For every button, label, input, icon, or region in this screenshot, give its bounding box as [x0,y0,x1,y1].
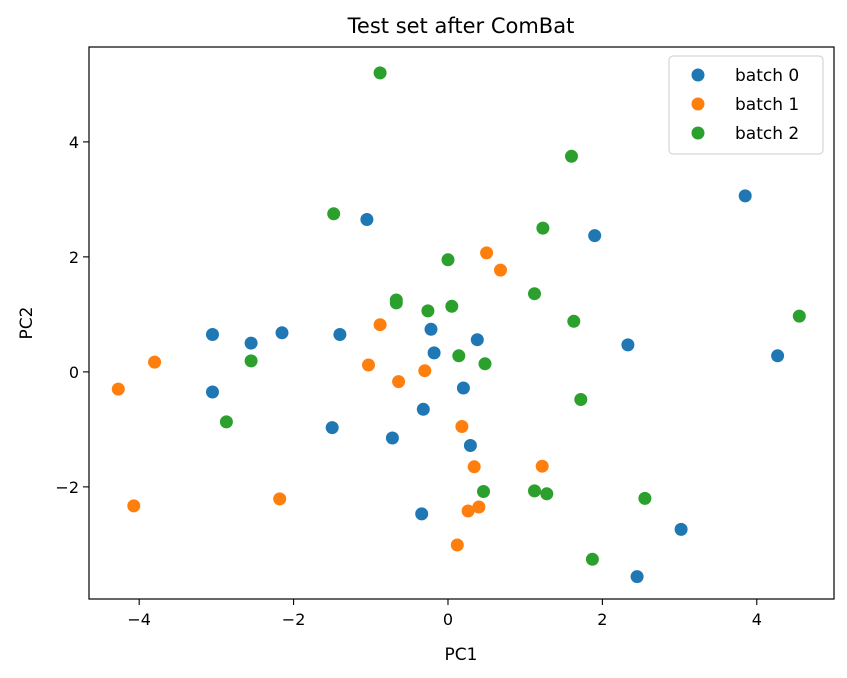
data-point-batch-0 [360,213,374,226]
data-point-batch-0 [470,333,484,347]
data-point-batch-0 [206,328,219,341]
data-point-batch-1 [373,318,387,332]
y-tick-label: 2 [69,248,79,267]
legend-marker-batch-1 [691,97,705,111]
data-point-batch-0 [588,229,602,243]
y-axis-ticks: −2 0 2 4 [55,133,89,497]
legend-box [668,55,824,155]
data-point-batch-1 [535,459,549,473]
data-point-batch-1 [472,500,486,514]
chart-title: Test set after ComBat [347,14,575,38]
data-point-batch-2 [373,66,387,80]
data-point-batch-1 [467,460,481,474]
data-point-batch-2 [528,484,541,498]
data-points [111,66,806,584]
x-tick-label: 0 [443,610,453,629]
data-point-batch-1 [392,375,406,389]
x-axis-label: PC1 [445,645,478,665]
y-tick-label: 4 [69,133,79,152]
data-point-batch-0 [415,507,429,521]
data-point-batch-2 [574,393,588,406]
data-point-batch-1 [494,263,507,277]
data-point-batch-0 [385,431,399,445]
y-tick-label: −2 [55,478,79,497]
data-point-batch-0 [674,522,688,536]
data-point-batch-2 [421,304,435,318]
data-point-batch-2 [528,287,541,301]
data-point-batch-1 [127,499,141,513]
data-point-batch-1 [455,420,469,433]
data-point-batch-1 [418,364,432,378]
data-point-batch-1 [148,355,162,369]
y-axis-label: PC2 [17,307,37,340]
data-point-batch-1 [480,246,494,260]
x-axis-ticks: −4 −2 0 2 4 [127,599,762,629]
data-point-batch-0 [244,336,258,350]
data-point-batch-0 [456,381,470,395]
plot-frame [88,46,835,600]
data-point-batch-1 [111,382,125,396]
data-point-batch-0 [424,322,438,336]
data-point-batch-0 [206,385,219,399]
data-point-batch-1 [273,492,287,506]
data-point-batch-2 [792,309,806,323]
legend-label-batch-1: batch 1 [735,95,799,115]
data-point-batch-2 [567,314,581,328]
legend-label-batch-0: batch 0 [735,66,799,86]
legend-marker-batch-0 [691,68,705,82]
data-point-batch-0 [325,421,339,435]
data-point-batch-2 [389,296,403,310]
x-tick-label: 2 [597,610,607,629]
y-tick-label: 0 [69,363,79,382]
data-point-batch-2 [585,552,599,566]
data-point-batch-2 [327,207,341,221]
data-point-batch-2 [638,491,652,505]
data-point-batch-0 [333,328,347,341]
data-point-batch-2 [540,487,554,501]
data-point-batch-1 [461,504,475,518]
data-point-batch-2 [536,221,550,235]
data-point-batch-2 [478,357,492,371]
data-point-batch-1 [450,538,464,552]
legend: batch 0 batch 1 batch 2 [668,55,824,155]
data-point-batch-2 [445,299,459,313]
legend-label-batch-2: batch 2 [735,124,799,144]
data-point-batch-0 [416,402,430,416]
data-point-batch-0 [621,338,635,352]
x-tick-label: 4 [752,610,762,629]
data-point-batch-2 [452,349,466,363]
data-point-batch-2 [477,485,490,498]
data-point-batch-0 [738,189,752,203]
data-point-batch-0 [771,349,785,363]
data-point-batch-2 [244,354,258,368]
data-point-batch-2 [441,253,455,267]
data-point-batch-2 [565,149,578,163]
data-point-batch-1 [362,358,375,372]
x-tick-label: −2 [282,610,306,629]
data-point-batch-2 [219,415,233,429]
legend-marker-batch-2 [691,126,705,140]
x-tick-label: −4 [127,610,151,629]
data-point-batch-0 [463,439,477,452]
data-point-batch-0 [630,570,644,584]
data-point-batch-0 [427,346,441,360]
data-point-batch-0 [275,326,289,340]
